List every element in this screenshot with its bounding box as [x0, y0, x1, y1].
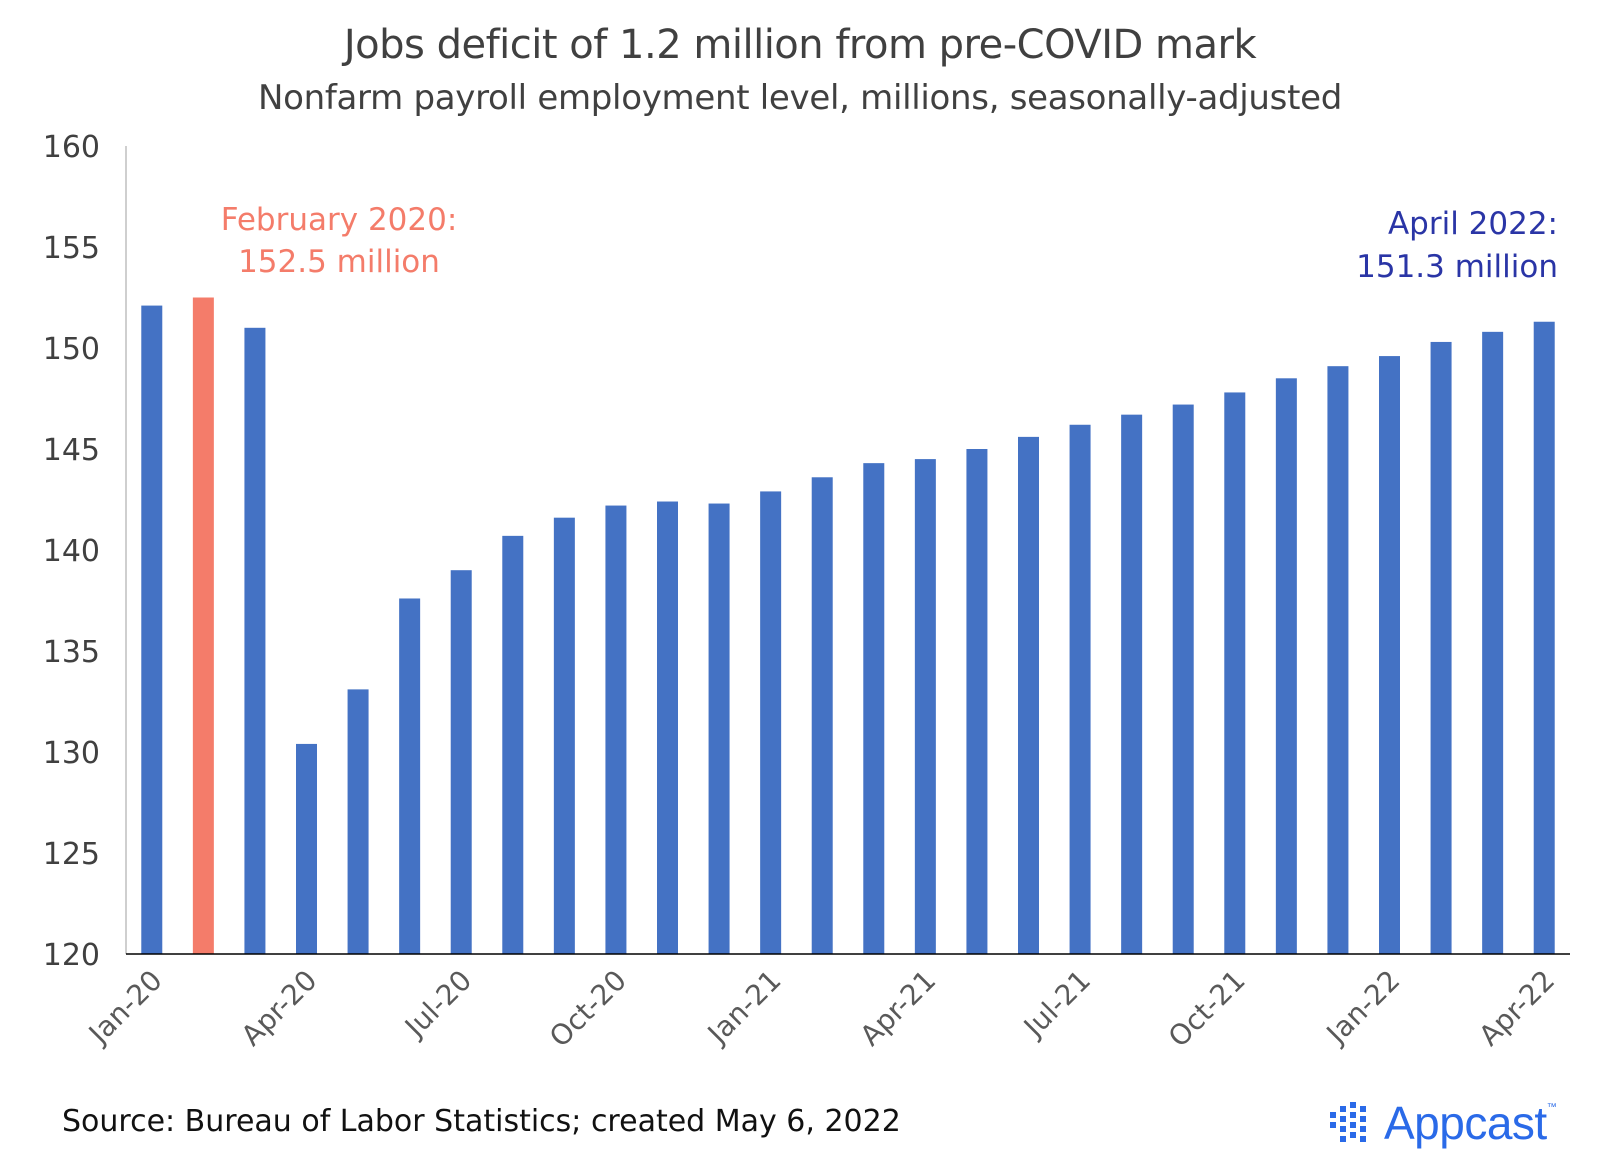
bar-apr-21 [914, 459, 936, 954]
bar-feb-21 [811, 477, 833, 954]
annotation-feb-2020-line1: February 2020: [221, 202, 458, 238]
y-tick-label: 150 [43, 332, 100, 367]
annotations: February 2020: 152.5 million April 2022:… [221, 202, 1558, 285]
bar-apr-22 [1533, 321, 1555, 954]
bar-may-21 [966, 449, 988, 954]
x-tick-label: Apr-21 [854, 964, 943, 1053]
bar-jul-20 [450, 570, 472, 954]
bar-aug-21 [1121, 414, 1143, 954]
bar-jan-22 [1379, 356, 1400, 955]
y-tick-label: 160 [43, 130, 100, 165]
bar-jan-21 [760, 491, 782, 954]
bar-mar-20 [244, 327, 266, 954]
chart-subtitle: Nonfarm payroll employment level, millio… [257, 78, 1343, 118]
x-tick-label: Jan-21 [700, 964, 788, 1052]
x-tick-label: Apr-20 [235, 964, 324, 1053]
y-tick-label: 125 [43, 837, 100, 872]
annotation-apr-2022-line1: April 2022: [1388, 206, 1558, 242]
bar-nov-20 [657, 501, 678, 954]
bar-oct-20 [605, 505, 627, 954]
x-tick-label: Oct-21 [1162, 964, 1252, 1054]
bar-mar-22 [1482, 331, 1504, 955]
y-tick-label: 120 [43, 938, 100, 973]
bar-sep-21 [1172, 404, 1194, 954]
bar-may-20 [347, 689, 369, 954]
brand-name: Appcast [1384, 1097, 1547, 1149]
source-note: Source: Bureau of Labor Statistics; crea… [62, 1104, 901, 1139]
x-tick-label: Jul-21 [1016, 964, 1097, 1045]
x-tick-label: Apr-22 [1472, 964, 1561, 1053]
x-tick-label: Jan-20 [81, 964, 169, 1052]
appcast-logo: Appcast ™ [1330, 1096, 1557, 1150]
bar-jun-21 [1018, 436, 1039, 954]
brand-trademark: ™ [1546, 1102, 1557, 1113]
bar-jan-20 [141, 305, 163, 955]
y-axis: 120 125 130 135 140 145 150 155 160 [43, 130, 127, 973]
y-tick-label: 140 [43, 534, 100, 569]
chart-title: Jobs deficit of 1.2 million from pre-COV… [343, 22, 1257, 68]
bar-apr-20 [296, 743, 317, 954]
x-axis: Jan-20 Apr-20 Jul-20 Oct-20 Jan-21 Apr-21 Jul-… [81, 953, 1570, 1054]
bars [141, 297, 1555, 955]
bar-jul-21 [1069, 424, 1091, 954]
y-tick-label: 145 [43, 433, 100, 468]
annotation-apr-2022-line2: 151.3 million [1356, 249, 1558, 285]
x-tick-label: Jul-20 [397, 964, 478, 1045]
y-tick-label: 155 [43, 231, 100, 266]
bar-jun-20 [399, 598, 421, 954]
bar-aug-20 [502, 535, 524, 954]
bar-mar-21 [863, 463, 885, 954]
annotation-feb-2020-line2: 152.5 million [238, 244, 440, 280]
y-tick-label: 135 [43, 635, 100, 670]
bar-nov-21 [1275, 378, 1297, 954]
appcast-dots-icon [1330, 1102, 1366, 1142]
x-tick-label: Jan-22 [1319, 964, 1407, 1052]
bar-dec-21 [1327, 366, 1349, 954]
bar-oct-21 [1224, 392, 1246, 954]
bar-feb-20 [192, 297, 214, 954]
x-tick-label: Oct-20 [543, 964, 633, 1054]
y-tick-label: 130 [43, 736, 100, 771]
bar-feb-22 [1430, 341, 1452, 954]
bar-sep-20 [553, 517, 575, 954]
bar-dec-20 [708, 503, 730, 954]
